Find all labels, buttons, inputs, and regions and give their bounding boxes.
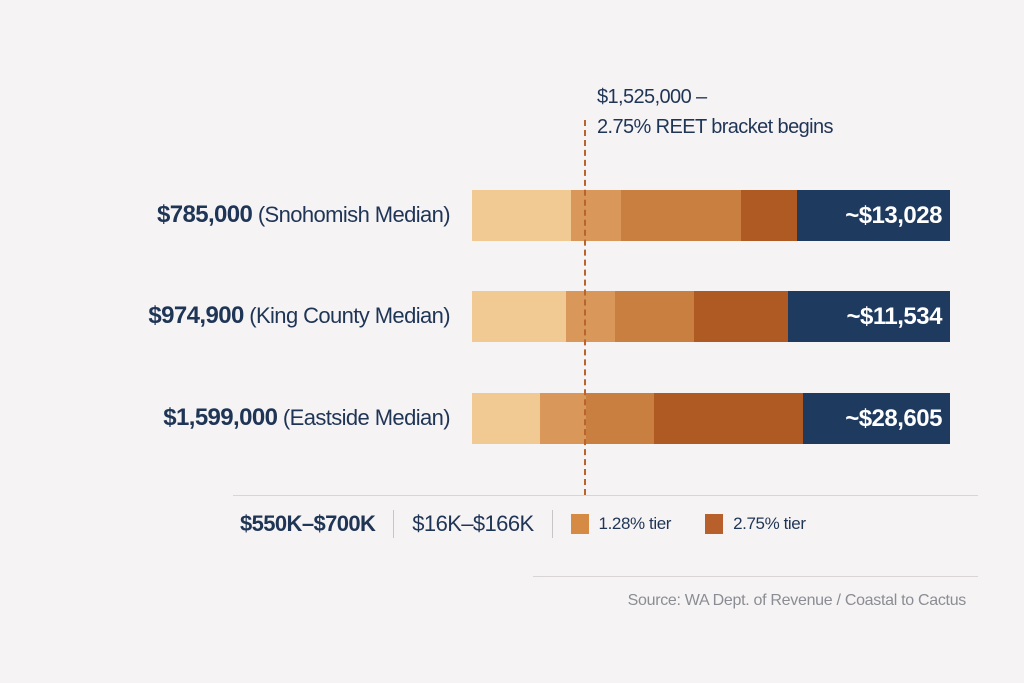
bar-total-label: ~$13,028: [845, 201, 942, 229]
bar-total-segment: ~$11,534: [788, 291, 950, 342]
bar-total-label: ~$11,534: [846, 302, 943, 330]
bar-segment: [472, 393, 540, 444]
legend-separator: [393, 510, 395, 538]
legend-swatch-1-28-tier: [570, 514, 589, 534]
legend-divider: [233, 495, 978, 496]
legend-range-2: $16K–$166K: [412, 511, 534, 536]
stacked-bar: ~$11,534: [472, 291, 950, 342]
row-label: $785,000 (Snohomish Median): [156, 200, 451, 230]
bar-total-label: ~$28,605: [845, 404, 942, 432]
row-price: $785,000: [156, 201, 253, 228]
bar-segment: [615, 291, 695, 342]
row-description: (Snohomish Median): [257, 202, 451, 227]
source-divider: [533, 576, 978, 577]
source-note: Source: WA Dept. of Revenue / Coastal to…: [627, 592, 967, 609]
bar-segment: [621, 190, 742, 241]
bar-segment: [472, 291, 567, 342]
bar-segment: [566, 291, 616, 342]
threshold-dashed-line: [584, 120, 586, 495]
stacked-bar: ~$13,028: [472, 190, 950, 241]
legend-label-1-28-tier: 1.28% tier: [598, 514, 672, 533]
legend-range-1: $550K–$700K: [240, 511, 376, 536]
bar-total-segment: ~$28,605: [802, 393, 950, 444]
bar-segment: [694, 291, 789, 342]
bar-segment: [472, 190, 571, 241]
bar-segment: [653, 393, 803, 444]
legend-separator: [551, 510, 553, 538]
legend: $550K–$700K $16K–$166K 1.28% tier 2.75% …: [240, 508, 840, 540]
row-description: (Eastside Median): [282, 405, 451, 430]
row-price: $1,599,000: [163, 404, 278, 431]
legend-label-2-75-tier: 2.75% tier: [733, 514, 806, 533]
bar-segment: [741, 190, 798, 241]
row-label: $974,900 (King County Median): [148, 301, 450, 331]
row-description: (King County Median): [249, 303, 450, 328]
bar-segment: [585, 393, 654, 444]
bar-segment: [539, 393, 586, 444]
row-label: $1,599,000 (Eastside Median): [163, 403, 450, 433]
row-price: $974,900: [148, 302, 244, 329]
bar-total-segment: ~$13,028: [797, 190, 950, 241]
threshold-annotation-line1: $1,525,000 –: [597, 86, 707, 108]
bar-segment: [570, 190, 622, 241]
threshold-annotation-line2: 2.75% REET bracket begins: [597, 116, 833, 138]
legend-swatch-2-75-tier: [705, 514, 724, 534]
stacked-bar: ~$28,605: [472, 393, 950, 444]
